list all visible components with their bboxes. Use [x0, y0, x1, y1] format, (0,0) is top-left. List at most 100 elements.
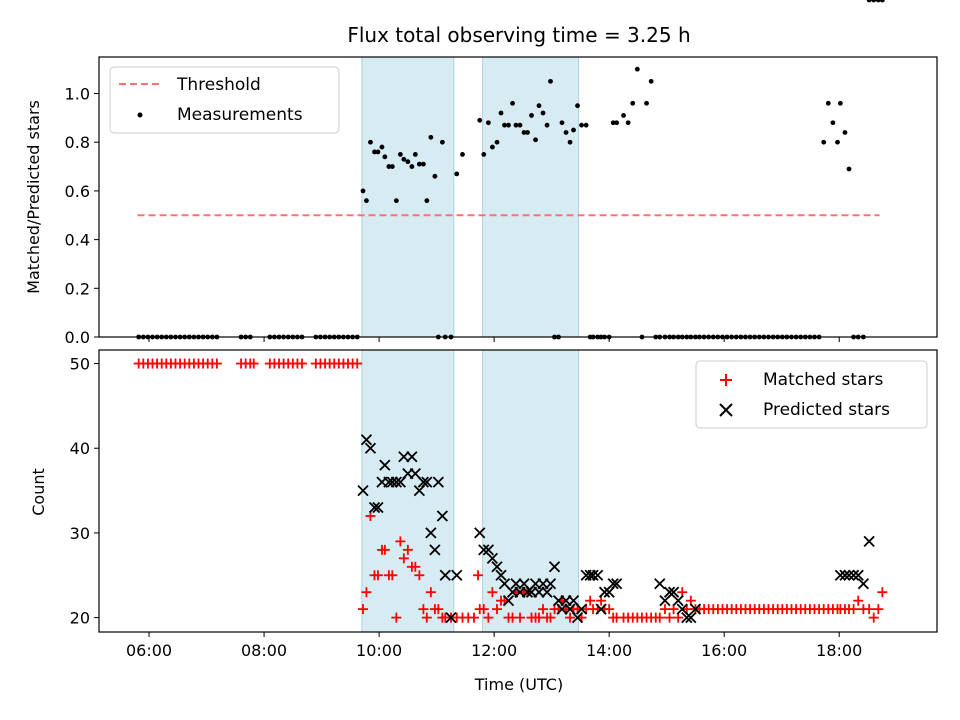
measurement-point — [575, 103, 580, 109]
observing-windows — [361, 56, 580, 338]
matched-star-point — [248, 358, 259, 369]
measurement-point — [571, 127, 576, 133]
threshold-legend-label: Threshold — [176, 75, 261, 95]
predicted-star-point — [541, 586, 553, 598]
measurement-point — [477, 117, 483, 123]
matched-star-point — [538, 604, 549, 615]
predicted-star-point — [672, 595, 684, 607]
predicted-star-point — [847, 569, 860, 581]
matched-star-point — [853, 595, 864, 606]
measurement-point — [364, 198, 369, 204]
measurement-point — [409, 164, 415, 169]
predicted-star-point — [432, 476, 444, 488]
measurement-point — [439, 139, 445, 145]
measurement-point — [648, 78, 654, 84]
measurement-point — [386, 164, 392, 169]
matched-star-point — [604, 604, 615, 615]
measurement-point — [393, 198, 399, 204]
measurement-point — [536, 103, 542, 109]
measurement-point — [517, 122, 523, 128]
matched-star-point — [357, 604, 368, 615]
predicted-star-point — [863, 535, 875, 548]
ratio-panel: 0.0 0.2 0.4 0.6 0.8 1.0 Matched/Predicted sta… — [24, 0, 938, 347]
predicted-star-point — [491, 561, 503, 573]
measurement-point — [382, 154, 388, 160]
measurements-legend-swatch — [137, 112, 143, 118]
predicted-star-point — [429, 544, 441, 556]
matched-star-point — [473, 570, 484, 581]
measurement-point — [830, 120, 836, 126]
matched-star-point — [868, 612, 879, 623]
measurement-point — [513, 122, 519, 128]
measurement-point — [837, 100, 843, 106]
measurement-point — [625, 120, 631, 126]
measurement-point — [879, 0, 885, 3]
matched-star-point — [352, 358, 363, 369]
count-legend-box — [695, 360, 928, 429]
predicted-star-point — [575, 603, 588, 615]
predicted-star-point — [839, 569, 851, 581]
matched-star-point — [483, 612, 494, 623]
matched-star-point — [478, 604, 489, 615]
matched-star-point — [395, 536, 406, 547]
measurement-point — [521, 130, 527, 135]
measurement-point — [610, 120, 616, 126]
measurement-point — [563, 130, 569, 135]
observing-window-1 — [361, 349, 455, 633]
predicted-star-point — [379, 459, 391, 471]
predicted-star-point — [667, 586, 680, 598]
measurement-point — [368, 139, 373, 145]
predicted-stars-points — [357, 434, 875, 624]
predicted-star-point — [360, 434, 373, 446]
matched-star-point — [545, 612, 556, 623]
ratio-axis-ticks: 0.0 0.2 0.4 0.6 0.8 1.0 — [65, 85, 840, 347]
measurement-point — [540, 110, 546, 116]
predicted-star-point — [398, 451, 410, 463]
predicted-star-point — [676, 603, 688, 615]
measurement-point — [397, 151, 403, 157]
ratio-y-tick-label: 1.0 — [65, 85, 90, 104]
matched-star-point — [414, 570, 425, 581]
matched-star-point — [211, 358, 222, 369]
predicted-star-point — [587, 569, 599, 581]
count-y-tick-label: 40 — [70, 439, 90, 458]
predicted-star-point — [834, 569, 847, 581]
matched-star-point — [391, 612, 402, 623]
observing-window-2 — [482, 349, 580, 633]
matched-star-point — [421, 612, 432, 623]
count-panel-frame — [98, 349, 938, 633]
predicted-star-point — [533, 586, 545, 598]
count-y-tick-label: 20 — [70, 609, 90, 628]
predicted-star-point — [510, 578, 522, 590]
matched-star-point — [659, 604, 670, 615]
predicted-star-point — [390, 476, 402, 488]
predicted-star-point — [681, 611, 693, 624]
ratio-y-tick-label: 0.8 — [65, 133, 90, 152]
measurement-point — [412, 151, 418, 157]
matched-star-point — [418, 604, 429, 615]
measurement-point — [485, 120, 491, 126]
matched-star-point — [664, 612, 675, 623]
ratio-y-axis-label: Matched/Predicted stars — [24, 100, 43, 294]
ratio-legend: Threshold Measurements — [109, 66, 340, 134]
matched-legend-swatch — [720, 374, 732, 386]
measurement-point — [871, 0, 877, 3]
predicted-star-point — [482, 544, 495, 556]
count-axis-ticks: 20 30 40 50 06:00 08:00 10:00 12:00 14:00 16:00 18… — [70, 355, 863, 660]
measurement-point — [401, 156, 407, 162]
matched-star-point — [361, 587, 372, 598]
measurement-point — [630, 100, 636, 106]
matched-star-point — [873, 604, 884, 615]
predicted-star-point — [386, 476, 398, 488]
predicted-star-point — [544, 578, 557, 590]
count-panel: 20 30 40 50 06:00 08:00 10:00 12:00 14:00 16:00 18… — [29, 349, 938, 694]
measurement-point — [460, 151, 465, 157]
predicted-star-point — [495, 569, 507, 581]
observing-window-1 — [361, 56, 455, 338]
measurement-point — [498, 110, 504, 116]
predicted-star-point — [857, 578, 870, 590]
measurement-point — [825, 100, 831, 106]
measurement-point — [583, 122, 589, 128]
predicted-star-point — [417, 476, 430, 488]
matched-star-point — [433, 604, 444, 615]
